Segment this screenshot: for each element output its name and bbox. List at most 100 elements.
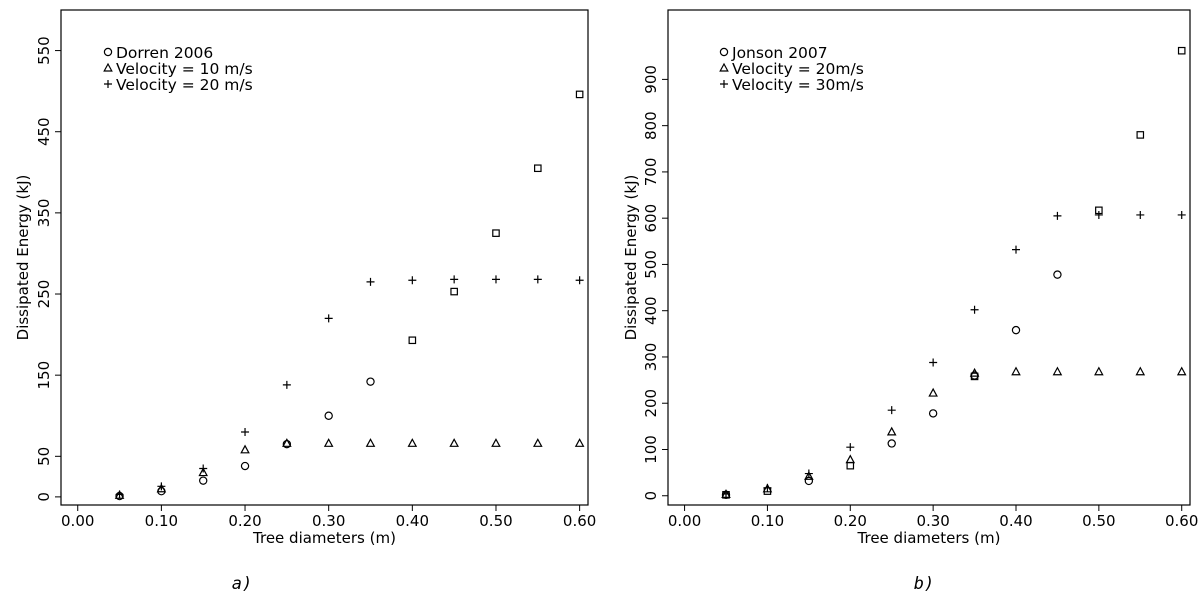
panel-caption: b) (914, 574, 934, 594)
y-tick-label: 500 (642, 250, 660, 279)
x-tick-label: 0.10 (145, 512, 178, 530)
y-tick-label: 200 (642, 389, 660, 418)
data-point-triangle (491, 438, 501, 447)
y-tick-label: 250 (35, 280, 53, 309)
data-point-plus (1053, 211, 1062, 220)
data-point-triangle (1011, 366, 1021, 376)
x-tick-label: 0.20 (834, 512, 867, 530)
data-point-plus (722, 489, 730, 498)
x-tick-label: 0.60 (1165, 512, 1198, 530)
legend-label: Dorren 2006 (116, 44, 213, 62)
y-tick-label: 900 (642, 65, 660, 94)
data-point-plus (1136, 210, 1145, 219)
legend-marker-plus (720, 80, 728, 88)
data-point-triangle (1135, 366, 1146, 376)
data-point-triangle (198, 467, 209, 477)
data-point-circle (199, 476, 208, 485)
data-point-plus (282, 380, 291, 389)
x-axis-title: Tree diameters (m) (857, 529, 1001, 547)
y-tick-label: 100 (642, 435, 660, 464)
data-point-plus (241, 427, 250, 436)
legend-label: Velocity = 30m/s (732, 76, 864, 94)
data-point-plus (491, 275, 500, 284)
y-tick-label: 350 (35, 199, 53, 228)
data-point-plus (408, 276, 417, 285)
x-tick-label: 0.00 (61, 512, 94, 530)
x-tick-label: 0.30 (312, 512, 345, 530)
y-tick-label: 400 (642, 296, 660, 325)
x-tick-label: 0.30 (916, 512, 949, 530)
x-tick-label: 0.50 (479, 512, 512, 530)
data-point-triangle (323, 438, 334, 447)
legend-marker-circle (719, 47, 729, 57)
chart-panel-a: 0.00 0.10 0.20 0.30 0.40 0.50 0.60 0 50 150 250 350… (14, 9, 596, 594)
data-point-plus (970, 305, 979, 314)
data-point-triangle (969, 367, 980, 377)
data-point-triangle (845, 454, 856, 464)
data-point-circle (887, 439, 896, 448)
data-point-plus (575, 276, 584, 285)
x-tick-label: 0.40 (999, 512, 1032, 530)
data-point-plus (199, 464, 208, 473)
legend-marker-triangle (103, 62, 113, 72)
data-point-square (846, 461, 855, 470)
legend-label: Velocity = 20 m/s (116, 76, 253, 94)
data-point-circle (366, 377, 375, 386)
y-tick-label: 0 (35, 492, 53, 502)
x-tick-label: 0.20 (228, 512, 261, 530)
data-point-plus (1177, 210, 1186, 219)
data-point-square (408, 336, 417, 345)
data-point-plus (763, 483, 772, 492)
data-point-triangle (449, 438, 459, 447)
y-axis-title: Dissipated Energy (kJ) (622, 175, 640, 341)
data-point-plus (533, 275, 542, 284)
y-tick-label: 550 (35, 36, 53, 65)
plot-frame (667, 9, 1191, 506)
legend-label: Jonson 2007 (731, 44, 828, 62)
data-point-circle (324, 411, 333, 420)
legend-marker-triangle (719, 62, 729, 72)
data-point-triangle (533, 438, 543, 447)
legend-marker-plus (104, 80, 112, 88)
data-point-triangle (156, 483, 167, 493)
data-point-triangle (365, 438, 376, 447)
data-point-triangle (574, 438, 585, 447)
data-point-circle (1011, 325, 1021, 335)
x-tick-label: 0.60 (563, 512, 596, 530)
y-tick-label: 600 (642, 204, 660, 233)
data-point-triangle (886, 426, 897, 436)
x-tick-label: 0.00 (668, 512, 701, 530)
data-point-triangle (1094, 366, 1104, 376)
data-point-plus (929, 358, 938, 367)
data-point-plus (324, 314, 333, 323)
plot-frame (60, 9, 589, 506)
data-point-circle (928, 409, 938, 418)
x-axis-title: Tree diameters (m) (252, 529, 396, 547)
data-point-plus (450, 275, 459, 284)
y-tick-label: 0 (642, 491, 660, 501)
data-point-square (534, 164, 542, 173)
data-point-square (1136, 131, 1145, 139)
panel-caption: a) (232, 574, 252, 594)
data-point-circle (240, 461, 250, 471)
y-axis-title: Dissipated Energy (kJ) (14, 175, 32, 341)
data-point-triangle (240, 444, 250, 454)
data-point-plus (846, 443, 855, 452)
data-point-circle (1053, 270, 1062, 279)
data-point-triangle (1052, 366, 1063, 376)
data-point-triangle (282, 438, 292, 447)
data-point-triangle (804, 471, 814, 480)
legend-marker-circle (103, 47, 113, 57)
data-point-square (1177, 46, 1186, 55)
data-point-triangle (928, 387, 938, 397)
data-point-triangle (1176, 366, 1187, 376)
data-point-plus (115, 490, 124, 499)
data-point-plus (1012, 245, 1020, 254)
y-tick-label: 300 (642, 343, 660, 372)
data-point-plus (804, 469, 813, 478)
data-point-square (492, 229, 500, 237)
data-point-plus (887, 406, 896, 415)
data-point-triangle (407, 438, 418, 447)
x-tick-label: 0.40 (396, 512, 429, 530)
